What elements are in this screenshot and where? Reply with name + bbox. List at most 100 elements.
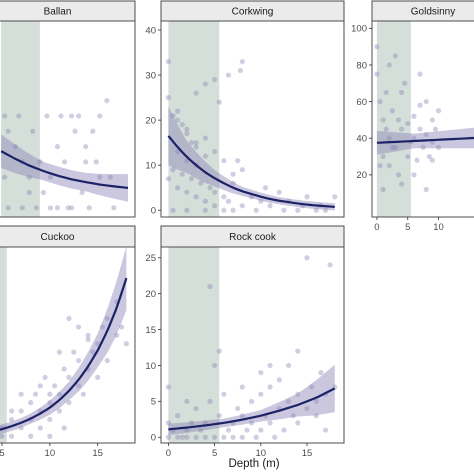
y-tick-label: 60: [356, 97, 367, 108]
data-point: [262, 185, 269, 191]
x-tick-label: 0: [166, 448, 171, 459]
data-point: [193, 144, 199, 150]
data-point: [123, 341, 129, 347]
strip-background: [0, 225, 136, 248]
data-point: [58, 113, 64, 119]
shallow-depth-band: [376, 21, 411, 217]
panel-title: Corkwing: [232, 7, 274, 18]
x-tick-label: 10: [256, 448, 267, 459]
data-point: [304, 255, 310, 261]
data-point: [170, 167, 176, 173]
data-point: [198, 180, 204, 186]
data-point: [383, 126, 389, 132]
data-point: [309, 384, 315, 390]
data-point: [212, 362, 218, 369]
data-point: [429, 157, 435, 163]
data-point: [184, 398, 190, 404]
data-point: [212, 76, 218, 83]
data-point: [395, 172, 402, 178]
data-point: [97, 174, 103, 180]
data-point: [221, 194, 227, 200]
data-point: [16, 113, 22, 119]
data-point: [18, 408, 24, 414]
data-point: [119, 324, 125, 330]
data-point: [40, 189, 47, 196]
data-point: [239, 434, 245, 440]
data-point: [281, 207, 287, 213]
data-point: [61, 366, 67, 372]
data-point: [267, 203, 273, 209]
data-point: [165, 176, 171, 182]
data-point: [402, 80, 408, 86]
data-point: [322, 427, 329, 433]
panel-title: Goldsinny: [411, 7, 455, 18]
data-point: [389, 108, 395, 114]
data-point: [327, 262, 333, 268]
x-tick-label: 15: [302, 448, 313, 459]
data-point: [392, 144, 399, 150]
strip-background: [160, 0, 345, 22]
data-point: [56, 349, 63, 355]
x-tick-label: 5: [0, 448, 5, 459]
data-point: [429, 117, 435, 123]
data-point: [18, 425, 24, 431]
data-point: [405, 153, 411, 160]
data-point: [72, 128, 78, 134]
data-point: [295, 391, 301, 397]
data-point: [216, 413, 222, 419]
data-point: [395, 117, 402, 123]
data-point: [193, 90, 199, 96]
data-point: [225, 427, 232, 433]
data-point: [420, 144, 426, 150]
data-point: [37, 425, 43, 431]
confidence-ribbon: [0, 247, 127, 435]
data-point: [170, 113, 176, 119]
data-point: [202, 207, 208, 213]
data-point: [86, 205, 92, 211]
data-point: [170, 207, 176, 213]
data-point: [304, 405, 310, 412]
data-point: [28, 433, 34, 439]
data-point: [85, 332, 91, 338]
data-point: [295, 348, 301, 354]
data-point: [66, 374, 72, 380]
x-tick-label: 5: [405, 222, 410, 233]
data-point: [332, 194, 338, 200]
data-point: [95, 374, 101, 380]
data-point: [202, 135, 208, 141]
data-point: [207, 283, 213, 290]
data-point: [165, 94, 171, 101]
data-point: [398, 181, 405, 187]
y-tick-label: 100: [351, 24, 367, 35]
data-point: [258, 427, 264, 433]
data-point: [230, 180, 236, 186]
data-point: [202, 81, 208, 87]
data-point: [380, 153, 386, 160]
data-point: [165, 58, 171, 65]
data-point: [90, 128, 96, 134]
data-point: [386, 163, 392, 169]
data-point: [184, 131, 190, 137]
data-point: [267, 362, 273, 369]
data-point: [30, 128, 36, 134]
data-point: [258, 391, 264, 397]
data-point: [33, 205, 39, 211]
confidence-ribbon: [168, 106, 335, 211]
panel-5: Rock cook 0 5 10 15 20 25 0 5 10 15: [145, 225, 345, 459]
data-point: [19, 205, 25, 211]
data-point: [37, 383, 43, 389]
y-tick-label: 10: [145, 361, 156, 372]
data-point: [216, 348, 222, 354]
data-point: [37, 159, 43, 165]
data-point: [66, 400, 72, 406]
data-point: [5, 128, 11, 134]
data-point: [47, 174, 54, 180]
panel-plot-area: [165, 247, 338, 443]
data-point: [188, 420, 195, 426]
data-point: [411, 113, 417, 119]
data-point: [71, 349, 77, 355]
data-point: [193, 434, 199, 440]
fitted-line: [168, 387, 336, 431]
data-point: [235, 158, 241, 164]
